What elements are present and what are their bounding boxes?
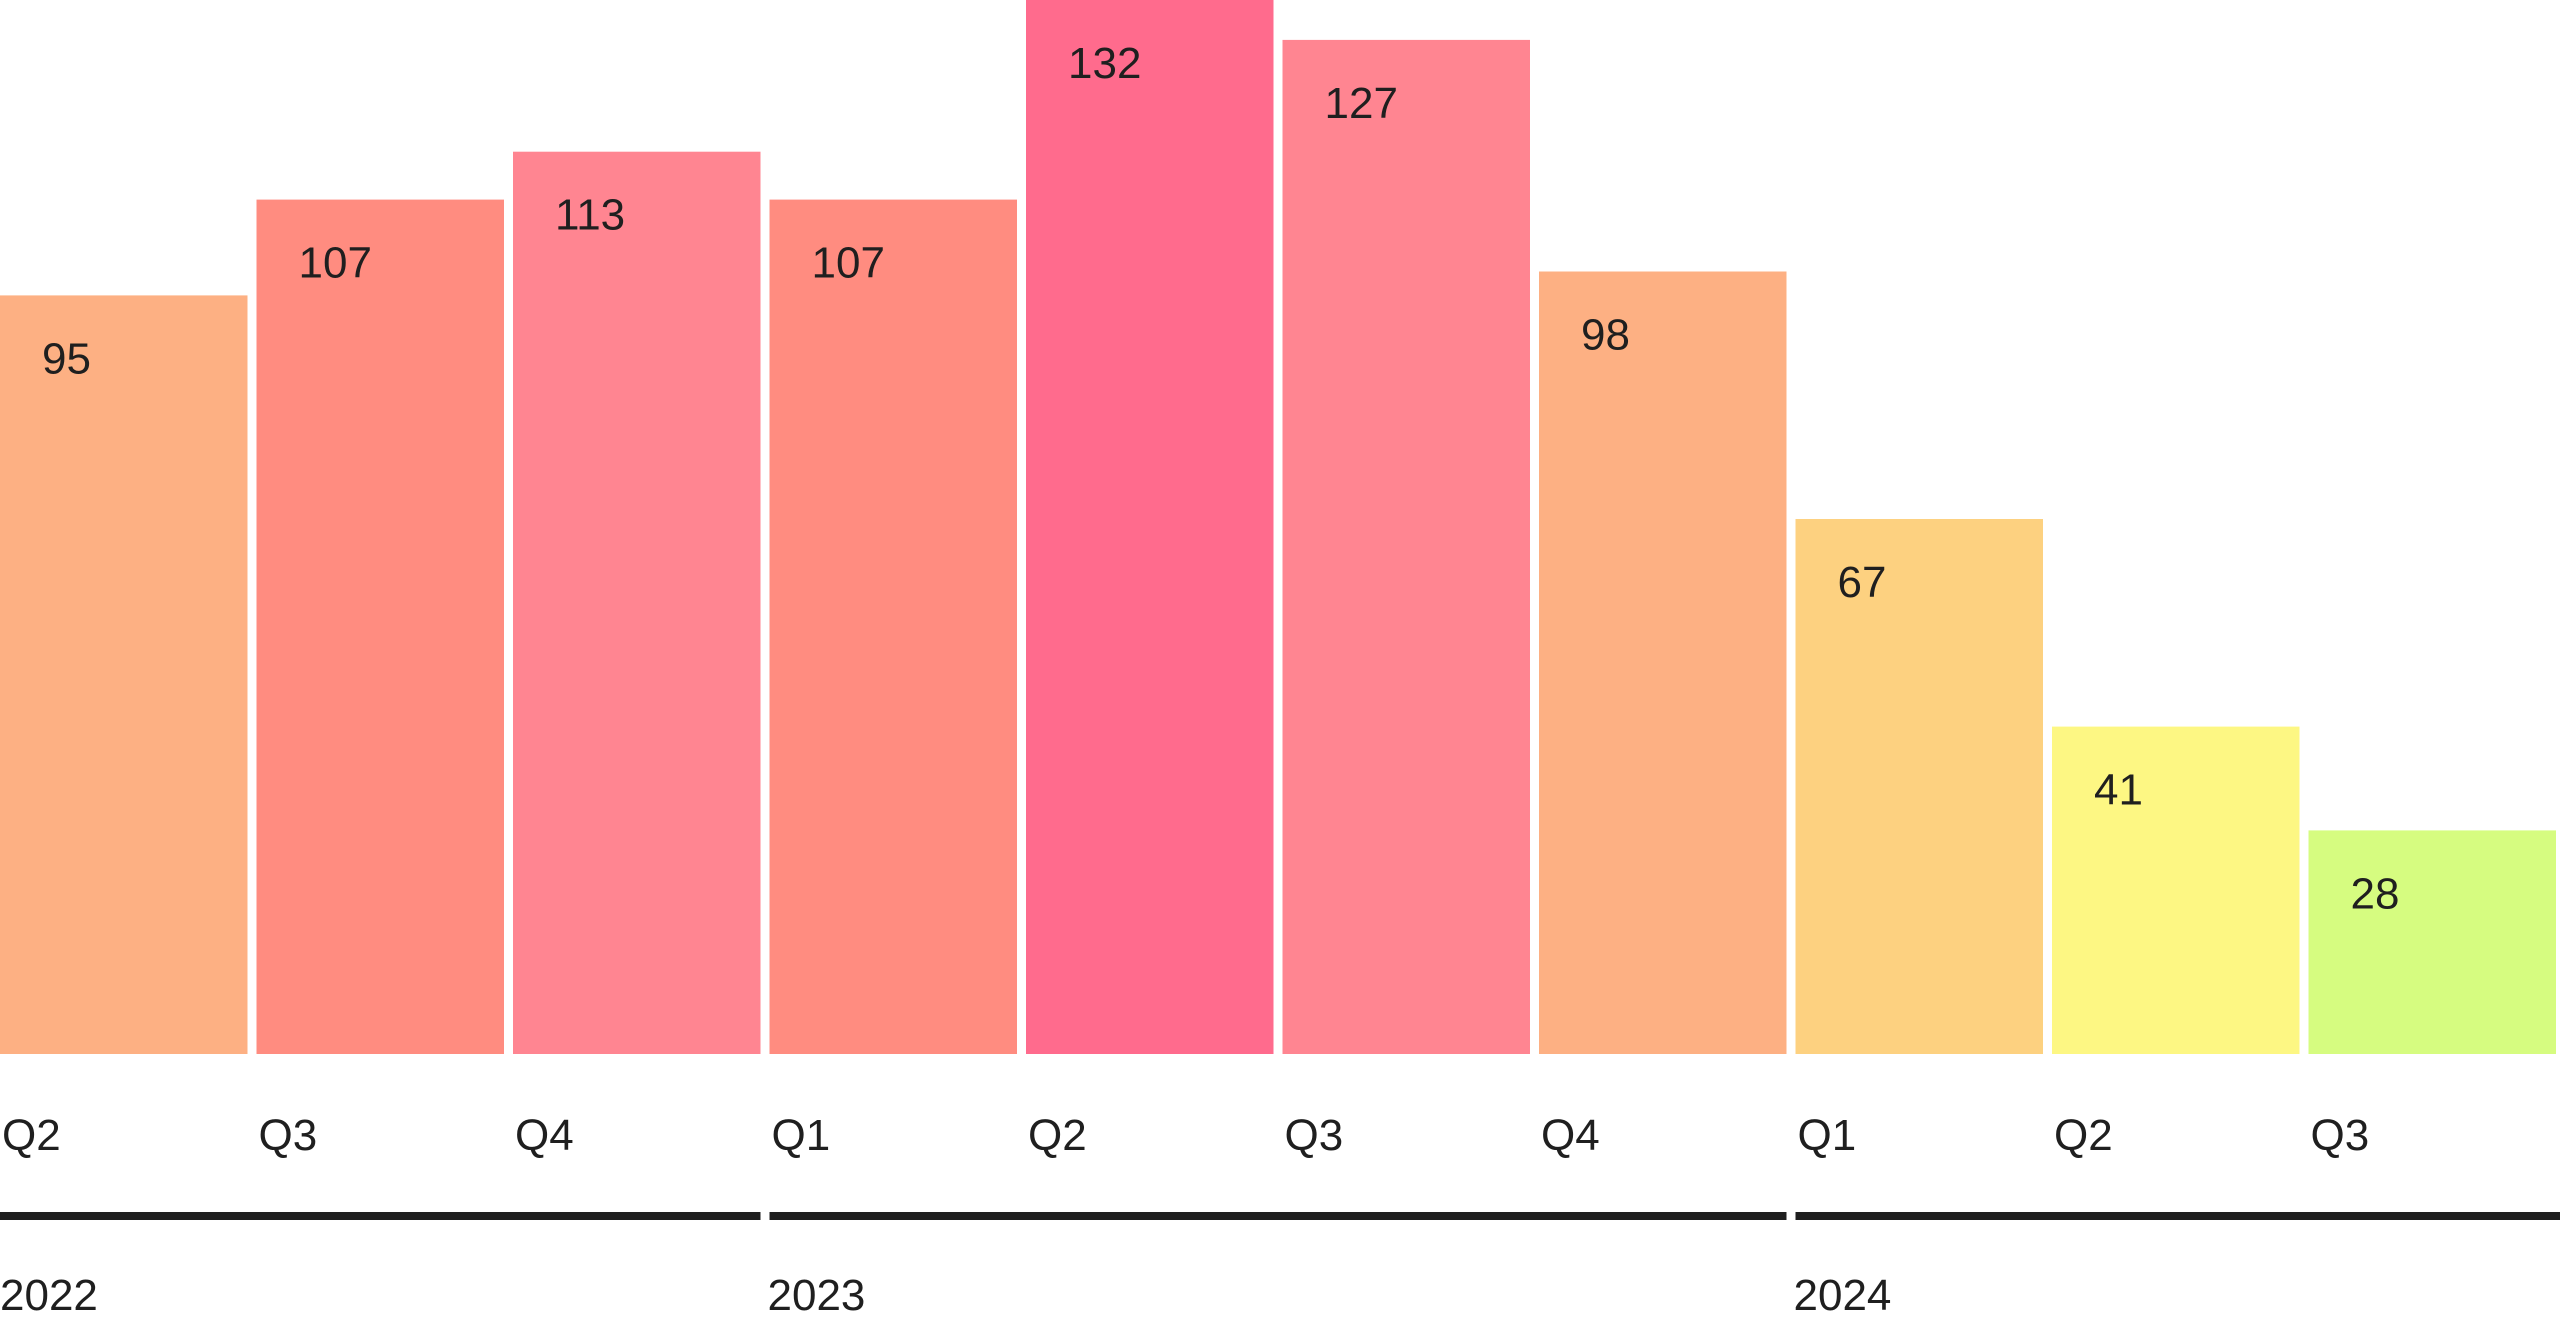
bar-8 (1796, 519, 2044, 1054)
bar-value-label: 28 (2351, 869, 2400, 918)
quarter-tick-label: Q4 (515, 1111, 574, 1160)
bar-10 (2309, 830, 2557, 1054)
quarter-tick-label: Q3 (259, 1111, 318, 1160)
year-divider-line (770, 1212, 1787, 1220)
bar-5 (1026, 0, 1274, 1054)
bar-value-label: 67 (1838, 558, 1887, 607)
bar-2 (257, 200, 505, 1054)
bar-9 (2052, 727, 2300, 1054)
bar-value-label: 127 (1325, 79, 1398, 128)
quarter-tick-label: Q3 (1285, 1111, 1344, 1160)
bar-value-label: 107 (812, 239, 885, 288)
bar-value-label: 98 (1581, 311, 1630, 360)
quarter-tick-label: Q2 (1028, 1111, 1087, 1160)
bar-value-label: 41 (2094, 766, 2143, 815)
quarter-tick-label: Q1 (1798, 1111, 1857, 1160)
bar-4 (770, 200, 1018, 1054)
quarter-tick-label: Q2 (2054, 1111, 2113, 1160)
bar-6 (1283, 40, 1531, 1054)
bar-1 (0, 295, 248, 1054)
year-label: 2022 (0, 1271, 98, 1320)
bar-value-label: 107 (299, 239, 372, 288)
bar-3 (513, 152, 761, 1054)
bar-value-label: 113 (555, 191, 625, 240)
bars-layer (0, 0, 2556, 1054)
quarter-tick-label: Q3 (2311, 1111, 2370, 1160)
bar-7 (1539, 272, 1787, 1055)
year-label: 2024 (1794, 1271, 1892, 1320)
year-labels-layer: 2022 2023 2024 (0, 1271, 1891, 1320)
year-label: 2023 (768, 1271, 866, 1320)
bar-value-label: 132 (1068, 39, 1141, 88)
quarter-tick-label: Q4 (1541, 1111, 1600, 1160)
quarter-tick-label: Q2 (2, 1111, 61, 1160)
year-divider-line (1796, 1212, 2560, 1220)
bar-value-label: 95 (42, 334, 91, 383)
year-divider-line (0, 1212, 761, 1220)
quarter-tick-label: Q1 (772, 1111, 831, 1160)
quarter-labels-layer: Q2 Q3 Q4 Q1 Q2 Q3 Q4 Q1 Q2 Q3 (2, 1111, 2369, 1160)
year-lines-layer (0, 1212, 2560, 1220)
